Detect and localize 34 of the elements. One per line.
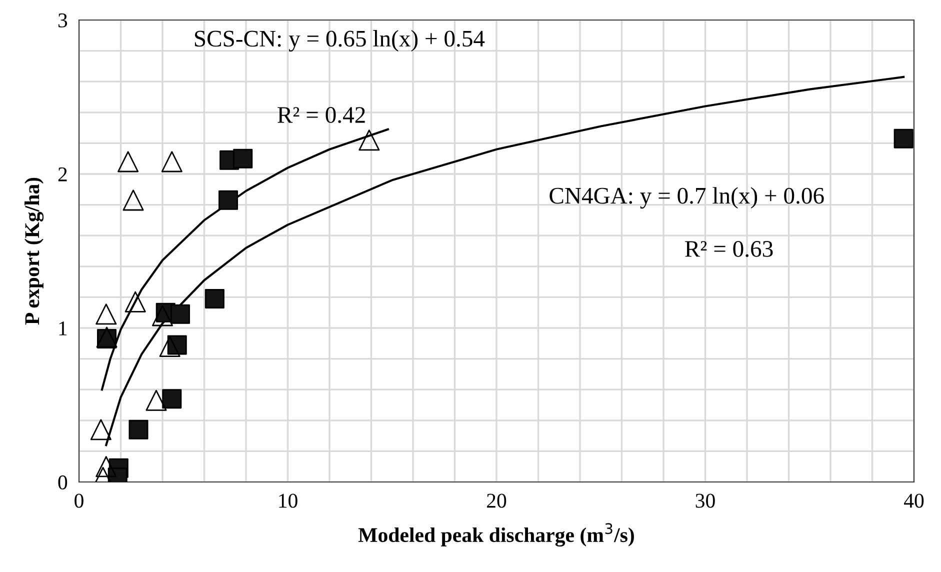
x-tick-label: 30 bbox=[696, 494, 715, 508]
point bbox=[96, 304, 117, 325]
annotation: R² = 0.63 bbox=[685, 240, 773, 258]
y-tick-label: 3 bbox=[58, 13, 68, 28]
annotation: SCS-CN: y = 0.65 ln(x) + 0.54 bbox=[194, 30, 485, 52]
point bbox=[124, 291, 146, 312]
point bbox=[159, 336, 180, 357]
x-tick-label: 20 bbox=[487, 494, 506, 508]
point bbox=[122, 190, 144, 211]
y-tick-label: 0 bbox=[58, 475, 68, 490]
annotation: CN4GA: y = 0.7 ln(x) + 0.06 bbox=[550, 187, 824, 209]
annotation: R² = 0.42 bbox=[278, 106, 365, 124]
x-tick-label: 10 bbox=[279, 494, 298, 508]
point bbox=[218, 190, 238, 210]
point bbox=[128, 420, 148, 440]
point bbox=[152, 305, 174, 326]
x-tick-label: 40 bbox=[904, 494, 924, 508]
point bbox=[233, 148, 253, 168]
point bbox=[161, 151, 182, 172]
point bbox=[894, 128, 914, 148]
point bbox=[90, 419, 112, 440]
point bbox=[96, 456, 117, 478]
y-tick-label: 2 bbox=[58, 167, 67, 182]
point bbox=[204, 288, 224, 308]
y-tick-label: 1 bbox=[59, 321, 67, 336]
point bbox=[167, 335, 187, 355]
x-tick-label: 0 bbox=[74, 494, 84, 508]
point bbox=[146, 390, 167, 411]
point bbox=[118, 151, 139, 172]
point bbox=[162, 389, 182, 409]
point bbox=[358, 130, 380, 151]
point bbox=[170, 304, 190, 324]
y-axis-title: P export (Kg/ha) bbox=[24, 178, 44, 325]
x-axis-title: Modeled peak discharge (m$^{3}$/s) bbox=[358, 523, 634, 547]
